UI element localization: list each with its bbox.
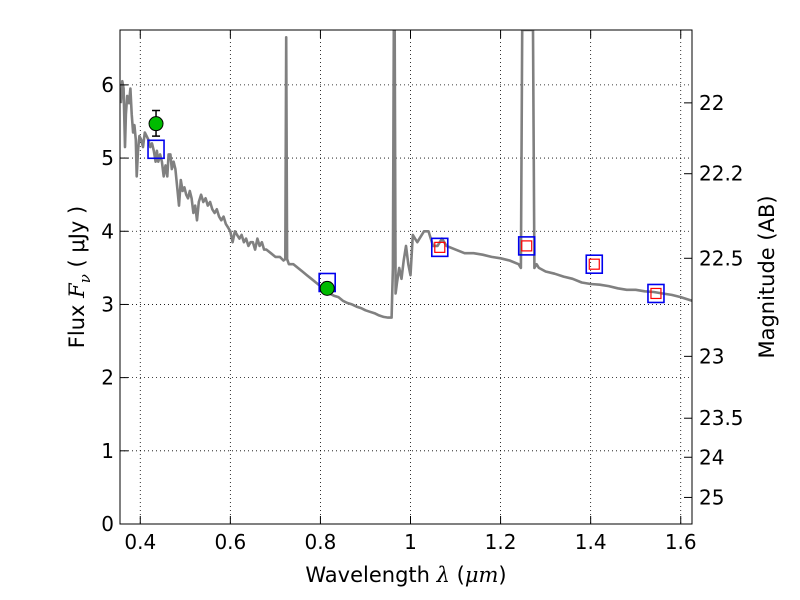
x-tick-label: 0.6	[214, 530, 246, 554]
model-photometry-box	[585, 254, 604, 274]
x-axis-ticks: 0.4 0.6 0.8 1 1.2 1.4 1.6	[124, 30, 697, 554]
model-photometry-box	[517, 236, 536, 256]
y2-tick-label: 25	[699, 485, 724, 509]
photometry-markers	[147, 109, 665, 304]
grid-lines	[120, 30, 692, 525]
model-photometry-box	[147, 139, 165, 160]
y-tick-label: 1	[101, 439, 114, 463]
model-photometry-box	[647, 283, 665, 304]
x-tick-label: 1.2	[485, 530, 517, 554]
y-tick-label: 3	[101, 292, 114, 316]
model-photometry-box	[430, 237, 449, 258]
model-photometry-inner	[650, 287, 662, 300]
y2-tick-label: 22	[699, 91, 724, 115]
y2-tick-label: 24	[699, 445, 724, 469]
y2-tick-label: 23	[699, 344, 724, 368]
y2-tick-label: 23.5	[699, 406, 744, 430]
y-tick-label: 4	[101, 219, 114, 243]
x-tick-label: 1.4	[575, 530, 607, 554]
y2-axis-ticks: 22 22.2 22.5 23 23.5 24 25	[684, 91, 744, 509]
y-tick-label: 2	[101, 366, 114, 390]
y-tick-label: 0	[101, 512, 114, 536]
x-axis-label: Wavelength λ (μm)	[305, 563, 506, 587]
model-photometry-inner	[588, 258, 600, 270]
x-tick-label: 0.4	[124, 530, 156, 554]
y2-axis-label: Magnitude (AB)	[755, 195, 779, 358]
x-tick-label: 0.8	[305, 530, 337, 554]
model-spectrum	[120, 30, 692, 319]
y-axis-label: Flux Fν ( μJy )	[65, 206, 94, 348]
model-photometry-inner	[434, 241, 446, 253]
y2-tick-label: 22.5	[699, 246, 744, 270]
y-tick-label: 5	[101, 146, 114, 170]
x-tick-label: 1	[404, 530, 417, 554]
y-tick-label: 6	[101, 73, 114, 97]
model-spectrum-line	[120, 30, 692, 319]
observed-point	[319, 280, 335, 296]
x-tick-label: 1.6	[665, 530, 697, 554]
plot-frame	[119, 29, 693, 525]
y-axis-ticks: 0 1 2 3 4 5 6	[101, 73, 128, 536]
observed-point	[148, 116, 164, 132]
model-photometry-inner	[521, 240, 533, 252]
y2-tick-label: 22.2	[699, 162, 744, 186]
